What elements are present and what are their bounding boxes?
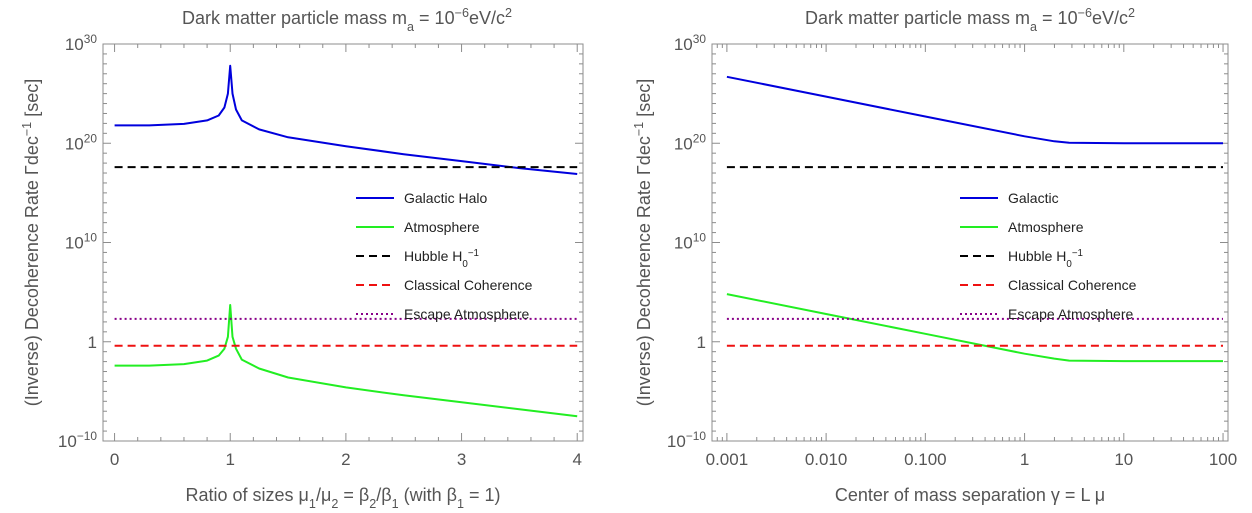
y-tick-label: 1 [697, 333, 706, 352]
x-tick-label: 0.100 [904, 450, 947, 469]
y-axis-label: (Inverse) Decoherence Rate Γdec−1 [sec] [20, 79, 42, 406]
chart-panel-2: 10−10 1 1010 1020 1030 0.001 0.010 0.100 1 10 100 G… [632, 6, 1237, 505]
x-tick-label: 10 [1114, 450, 1133, 469]
chart-title: Dark matter particle mass ma = 10−6eV/c2 [805, 6, 1135, 34]
x-tick-label: 0 [110, 450, 119, 469]
x-tick-label: 100 [1209, 450, 1237, 469]
chart-title: Dark matter particle mass ma = 10−6eV/c2 [182, 6, 512, 34]
chart-panel-1: 10−10 1 1010 1020 1030 0 1 2 3 4 Galactic Halo Atmo… [20, 6, 584, 511]
plot-frame [102, 43, 584, 442]
series-line-2 [726, 293, 1223, 363]
legend-label: Hubble H0−1 [1008, 248, 1083, 270]
legend-label: Atmosphere [1008, 219, 1084, 235]
series-line-2 [114, 304, 578, 418]
x-tick-label: 0.010 [805, 450, 848, 469]
legend-label: Escape Atmosphere [404, 306, 530, 322]
x-tick-label: 1 [225, 450, 234, 469]
y-tick-label: 1020 [65, 131, 98, 153]
y-axis-label: (Inverse) Decoherence Rate Γdec−1 [sec] [632, 79, 654, 406]
legend: Galactic Halo Atmosphere Hubble H0−1 Classi… [356, 190, 533, 322]
legend-label: Galactic [1008, 190, 1059, 206]
legend-label: Escape Atmosphere [1008, 306, 1134, 322]
x-tick-label: 1 [1020, 450, 1029, 469]
y-tick-label: 1010 [65, 231, 98, 253]
legend: Galactic Atmosphere Hubble H0−1 Classical C… [960, 190, 1137, 322]
y-tick-label: 1 [88, 333, 97, 352]
x-tick-label: 4 [572, 450, 581, 469]
series-line-1 [114, 64, 578, 175]
legend-label: Classical Coherence [1008, 277, 1137, 293]
legend-label: Galactic Halo [404, 190, 487, 206]
y-tick-label: 1020 [674, 131, 707, 153]
legend-label: Classical Coherence [404, 277, 533, 293]
x-tick-label: 3 [457, 450, 466, 469]
y-tick-label: 10−10 [58, 429, 97, 451]
x-axis-label: Ratio of sizes μ1/μ2 = β2/β1 (with β1 = … [186, 485, 501, 511]
y-tick-label: 1030 [65, 32, 98, 54]
series-line-1 [726, 75, 1223, 145]
legend-label: Atmosphere [404, 219, 480, 235]
y-tick-label: 1030 [674, 32, 707, 54]
x-tick-label: 0.001 [706, 450, 749, 469]
y-tick-label: 1010 [674, 231, 707, 253]
x-axis-label: Center of mass separation γ = L μ [835, 485, 1105, 505]
plot-frame [711, 43, 1229, 442]
y-tick-label: 10−10 [667, 429, 706, 451]
x-tick-label: 2 [341, 450, 350, 469]
legend-label: Hubble H0−1 [404, 248, 479, 270]
